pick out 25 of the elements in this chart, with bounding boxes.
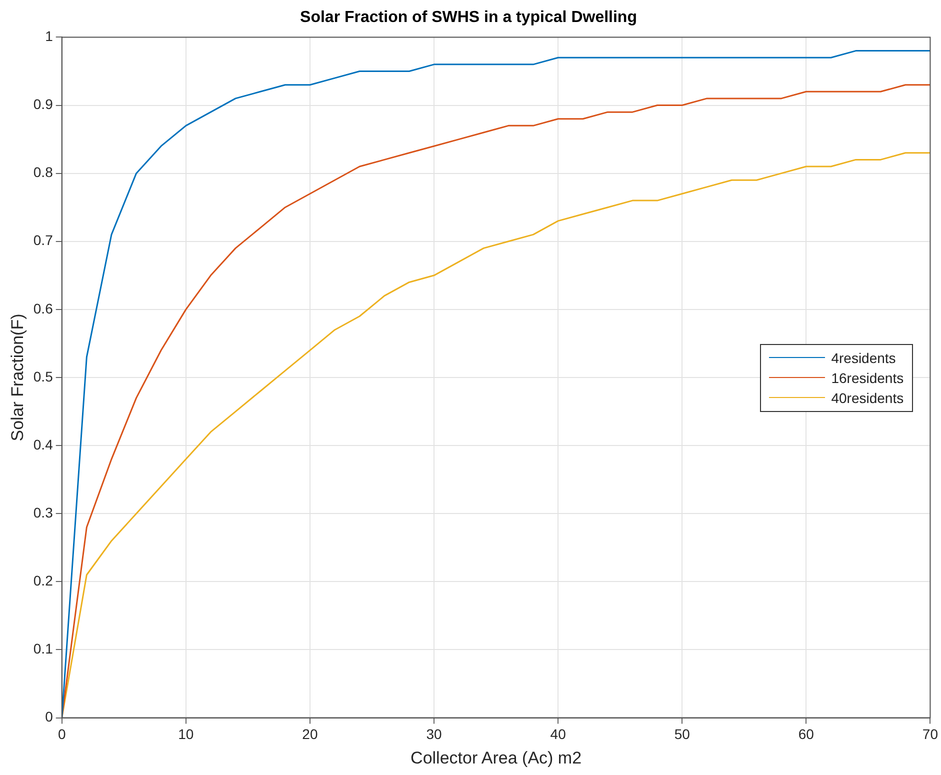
x-tick-label: 50 [674, 726, 690, 742]
y-tick-label: 0.6 [33, 300, 54, 316]
x-tick-label: 40 [550, 726, 566, 742]
y-tick-label: 0.8 [33, 164, 54, 180]
y-axis-title: Solar Fraction(F) [8, 314, 27, 442]
y-tick-label: 0 [45, 708, 54, 725]
legend-label: 4residents [831, 350, 896, 366]
x-tick-label: 30 [426, 726, 442, 742]
y-tick-label: 0.5 [33, 368, 54, 384]
y-tick-label: 0.9 [33, 96, 54, 112]
legend-label: 40residents [831, 390, 904, 406]
x-tick-label: 60 [798, 726, 814, 742]
y-tick-label: 0.3 [33, 504, 54, 520]
y-tick-label: 0.4 [33, 436, 54, 452]
y-tick-label: 0.2 [33, 572, 54, 589]
legend-label: 16residents [831, 370, 904, 386]
y-tick-label: 0.1 [33, 640, 54, 657]
x-tick-label: 0 [58, 726, 66, 742]
x-tick-label: 20 [302, 726, 318, 742]
x-tick-label: 70 [922, 726, 938, 742]
x-tick-label: 10 [178, 726, 194, 742]
chart-title: Solar Fraction of SWHS in a typical Dwelling [300, 9, 637, 26]
y-tick-label: 0.7 [33, 232, 54, 248]
x-axis-title: Collector Area (Ac) m2 [410, 748, 582, 768]
y-tick-label: 1 [45, 28, 54, 44]
